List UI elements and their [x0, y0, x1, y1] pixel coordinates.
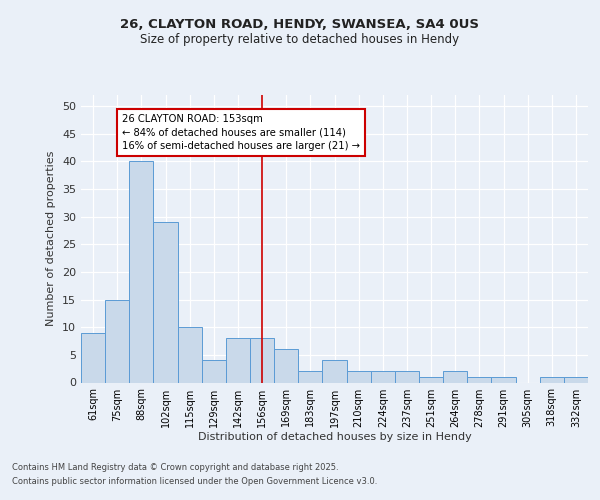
Text: 26 CLAYTON ROAD: 153sqm
← 84% of detached houses are smaller (114)
16% of semi-d: 26 CLAYTON ROAD: 153sqm ← 84% of detache…	[122, 114, 360, 151]
Bar	[371, 372, 395, 382]
Bar	[178, 327, 202, 382]
Bar	[274, 350, 298, 382]
Bar	[467, 377, 491, 382]
Bar	[443, 372, 467, 382]
Bar	[540, 377, 564, 382]
Bar	[226, 338, 250, 382]
Bar	[105, 300, 129, 382]
Bar	[154, 222, 178, 382]
Text: Contains HM Land Registry data © Crown copyright and database right 2025.: Contains HM Land Registry data © Crown c…	[12, 464, 338, 472]
Text: 26, CLAYTON ROAD, HENDY, SWANSEA, SA4 0US: 26, CLAYTON ROAD, HENDY, SWANSEA, SA4 0U…	[121, 18, 479, 30]
Bar	[419, 377, 443, 382]
Bar	[322, 360, 347, 382]
Bar	[491, 377, 515, 382]
Bar	[81, 332, 105, 382]
X-axis label: Distribution of detached houses by size in Hendy: Distribution of detached houses by size …	[197, 432, 472, 442]
Text: Size of property relative to detached houses in Hendy: Size of property relative to detached ho…	[140, 32, 460, 46]
Bar	[250, 338, 274, 382]
Y-axis label: Number of detached properties: Number of detached properties	[46, 151, 56, 326]
Bar	[129, 162, 154, 382]
Bar	[564, 377, 588, 382]
Bar	[395, 372, 419, 382]
Text: Contains public sector information licensed under the Open Government Licence v3: Contains public sector information licen…	[12, 477, 377, 486]
Bar	[347, 372, 371, 382]
Bar	[202, 360, 226, 382]
Bar	[298, 372, 322, 382]
